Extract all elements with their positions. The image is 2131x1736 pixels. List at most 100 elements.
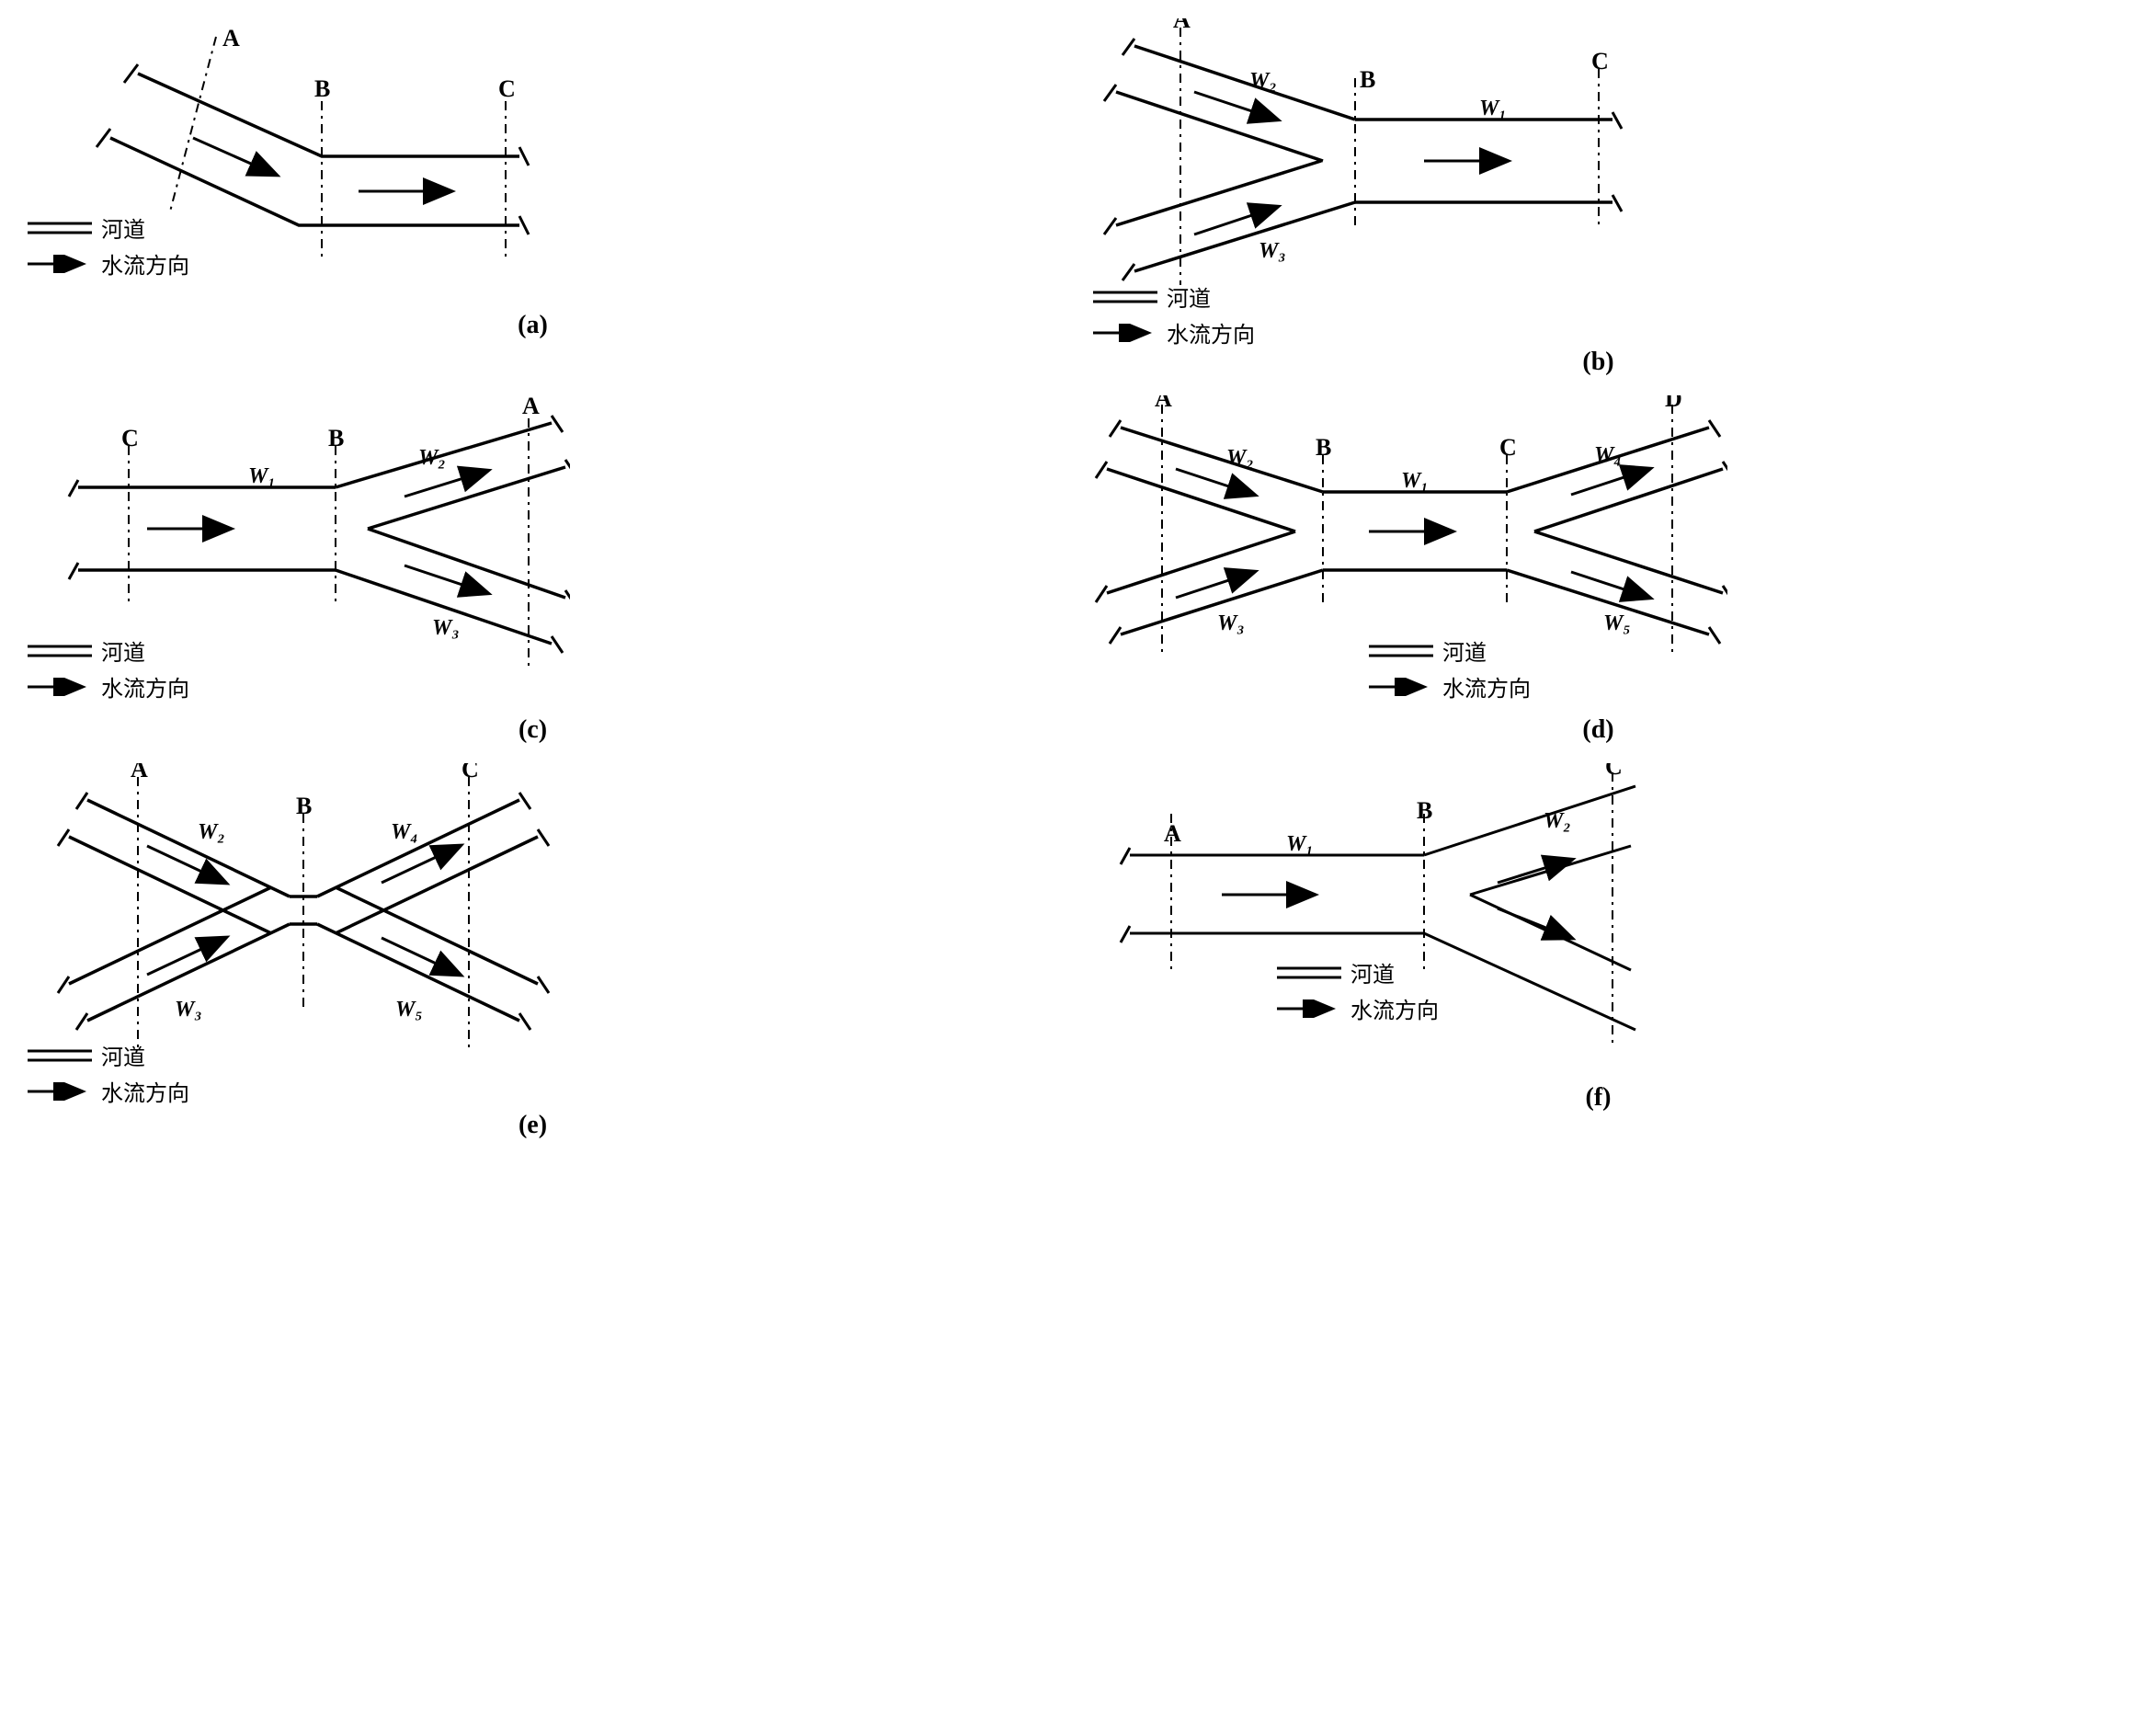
legend-row-channel: 河道: [1093, 280, 1255, 313]
panel-c: A B C W₁ W₂ W₃: [18, 395, 1047, 745]
diagram-grid: A B C 河道 水流方向 (a): [18, 18, 2113, 1140]
caption-c: (c): [18, 715, 1047, 745]
ul-top: [87, 800, 290, 897]
caption-d: (d): [1084, 715, 2113, 745]
arrow-dn: [1498, 908, 1571, 938]
section-label-c: C: [1591, 48, 1609, 74]
w-label-lower: W₃: [1259, 239, 1286, 263]
w-ru: W₄: [1594, 443, 1622, 467]
legend-flow-text: 水流方向: [101, 1075, 189, 1107]
panel-a: A B C 河道 水流方向 (a): [18, 18, 1047, 377]
break-2: [1104, 218, 1134, 280]
caption-a: (a): [18, 311, 1047, 340]
break-right: [519, 793, 549, 1030]
legend-row-channel: 河道: [28, 211, 189, 244]
div-top: [1424, 786, 1635, 855]
panel-b: A B C W₂ W₁ W₃: [1084, 18, 2113, 377]
arrow-ul: [147, 846, 225, 883]
legend-e: 河道 水流方向: [28, 1039, 189, 1111]
lr-bot2: [336, 887, 538, 984]
legend-channel-text: 河道: [1167, 280, 1211, 313]
break-1: [69, 480, 78, 579]
break-in: [1121, 848, 1130, 942]
legend-row-flow: 水流方向: [28, 1075, 189, 1107]
arrow-lr: [382, 938, 460, 975]
section-label-b: B: [314, 75, 330, 102]
arrow-ll: [147, 938, 225, 975]
ll-top: [1107, 531, 1295, 593]
w-label-main: W₁: [248, 464, 276, 488]
legend-channel-text: 河道: [101, 1039, 145, 1071]
w-ll: W₃: [1217, 611, 1245, 635]
section-label-b: B: [1417, 797, 1432, 824]
panel-f: A B C W₁ W₂ 河道: [1084, 763, 2113, 1140]
w-label-lower: W₃: [432, 616, 460, 640]
section-label-a: A: [222, 25, 240, 51]
ul-bot: [69, 837, 271, 933]
panel-f-svg: A B C W₁ W₂: [1084, 763, 1654, 1076]
w-lr: W₅: [395, 998, 423, 1022]
legend-row-flow: 水流方向: [28, 670, 189, 702]
legend-channel-text: 河道: [1442, 634, 1487, 667]
break-right: [1709, 420, 1727, 644]
legend-row-flow: 水流方向: [1277, 992, 1439, 1024]
legend-a: 河道 水流方向: [28, 211, 189, 283]
legend-row-channel: 河道: [1277, 956, 1439, 988]
ur-top: [317, 800, 519, 897]
ru-bot: [1534, 469, 1723, 531]
w-ur: W₄: [391, 820, 418, 844]
w-rl: W₅: [1603, 611, 1631, 635]
arrow-ll: [1176, 572, 1254, 598]
section-label-b: B: [1316, 434, 1331, 461]
legend-flow-text: 水流方向: [1167, 316, 1255, 348]
legend-row-flow: 水流方向: [1369, 670, 1531, 702]
section-label-b: B: [328, 425, 344, 451]
flow-arrow-1: [193, 138, 276, 175]
section-label-c: C: [1499, 434, 1517, 461]
legend-flow-text: 水流方向: [101, 670, 189, 702]
section-label-c: C: [121, 425, 139, 451]
section-label-c: C: [498, 75, 516, 102]
ur-bot: [336, 837, 538, 933]
lower-top: [1116, 161, 1321, 225]
legend-flow-text: 水流方向: [1350, 992, 1439, 1024]
break-left: [1096, 420, 1121, 644]
legend-flow-text: 水流方向: [1442, 670, 1531, 702]
legend-row-flow: 水流方向: [28, 247, 189, 280]
div-bot: [1424, 933, 1635, 1030]
rl-top: [1534, 531, 1723, 593]
legend-row-channel: 河道: [28, 1039, 189, 1071]
panel-d: A B C D: [1084, 395, 2113, 745]
w-up: W₂: [1544, 809, 1571, 833]
legend-d: 河道 水流方向: [1369, 634, 1531, 706]
legend-row-channel: 河道: [28, 634, 189, 667]
w-label-upper: W₂: [418, 446, 446, 470]
section-label-c: C: [1605, 763, 1623, 780]
flow-arrow-upper: [405, 471, 487, 497]
w-label-main: W₁: [1479, 97, 1507, 120]
legend-channel-text: 河道: [101, 211, 145, 244]
legend-flow-text: 水流方向: [101, 247, 189, 280]
break-3: [552, 590, 570, 653]
flow-arrow-upper: [1194, 92, 1277, 120]
section-label-a: A: [1173, 18, 1191, 33]
legend-row-channel: 河道: [1369, 634, 1531, 667]
arrow-ru: [1571, 469, 1649, 495]
section-label-a: A: [1155, 395, 1172, 412]
section-label-d: D: [1665, 395, 1682, 412]
break-outlet: [519, 147, 529, 234]
flow-arrow-lower: [405, 565, 487, 593]
legend-c: 河道 水流方向: [28, 634, 189, 706]
w-ll: W₃: [175, 998, 202, 1022]
section-label-b: B: [296, 793, 312, 819]
legend-f: 河道 水流方向: [1277, 956, 1439, 1028]
break-left: [58, 793, 87, 1030]
break-inlet: [97, 64, 138, 147]
w-ul: W₂: [198, 820, 225, 844]
section-label-c: C: [462, 763, 479, 782]
legend-channel-text: 河道: [1350, 956, 1395, 988]
legend-b: 河道 水流方向: [1093, 280, 1255, 352]
wedge-bot: [1470, 895, 1631, 970]
wedge-top: [1470, 846, 1631, 895]
lower-bot: [1134, 202, 1355, 271]
